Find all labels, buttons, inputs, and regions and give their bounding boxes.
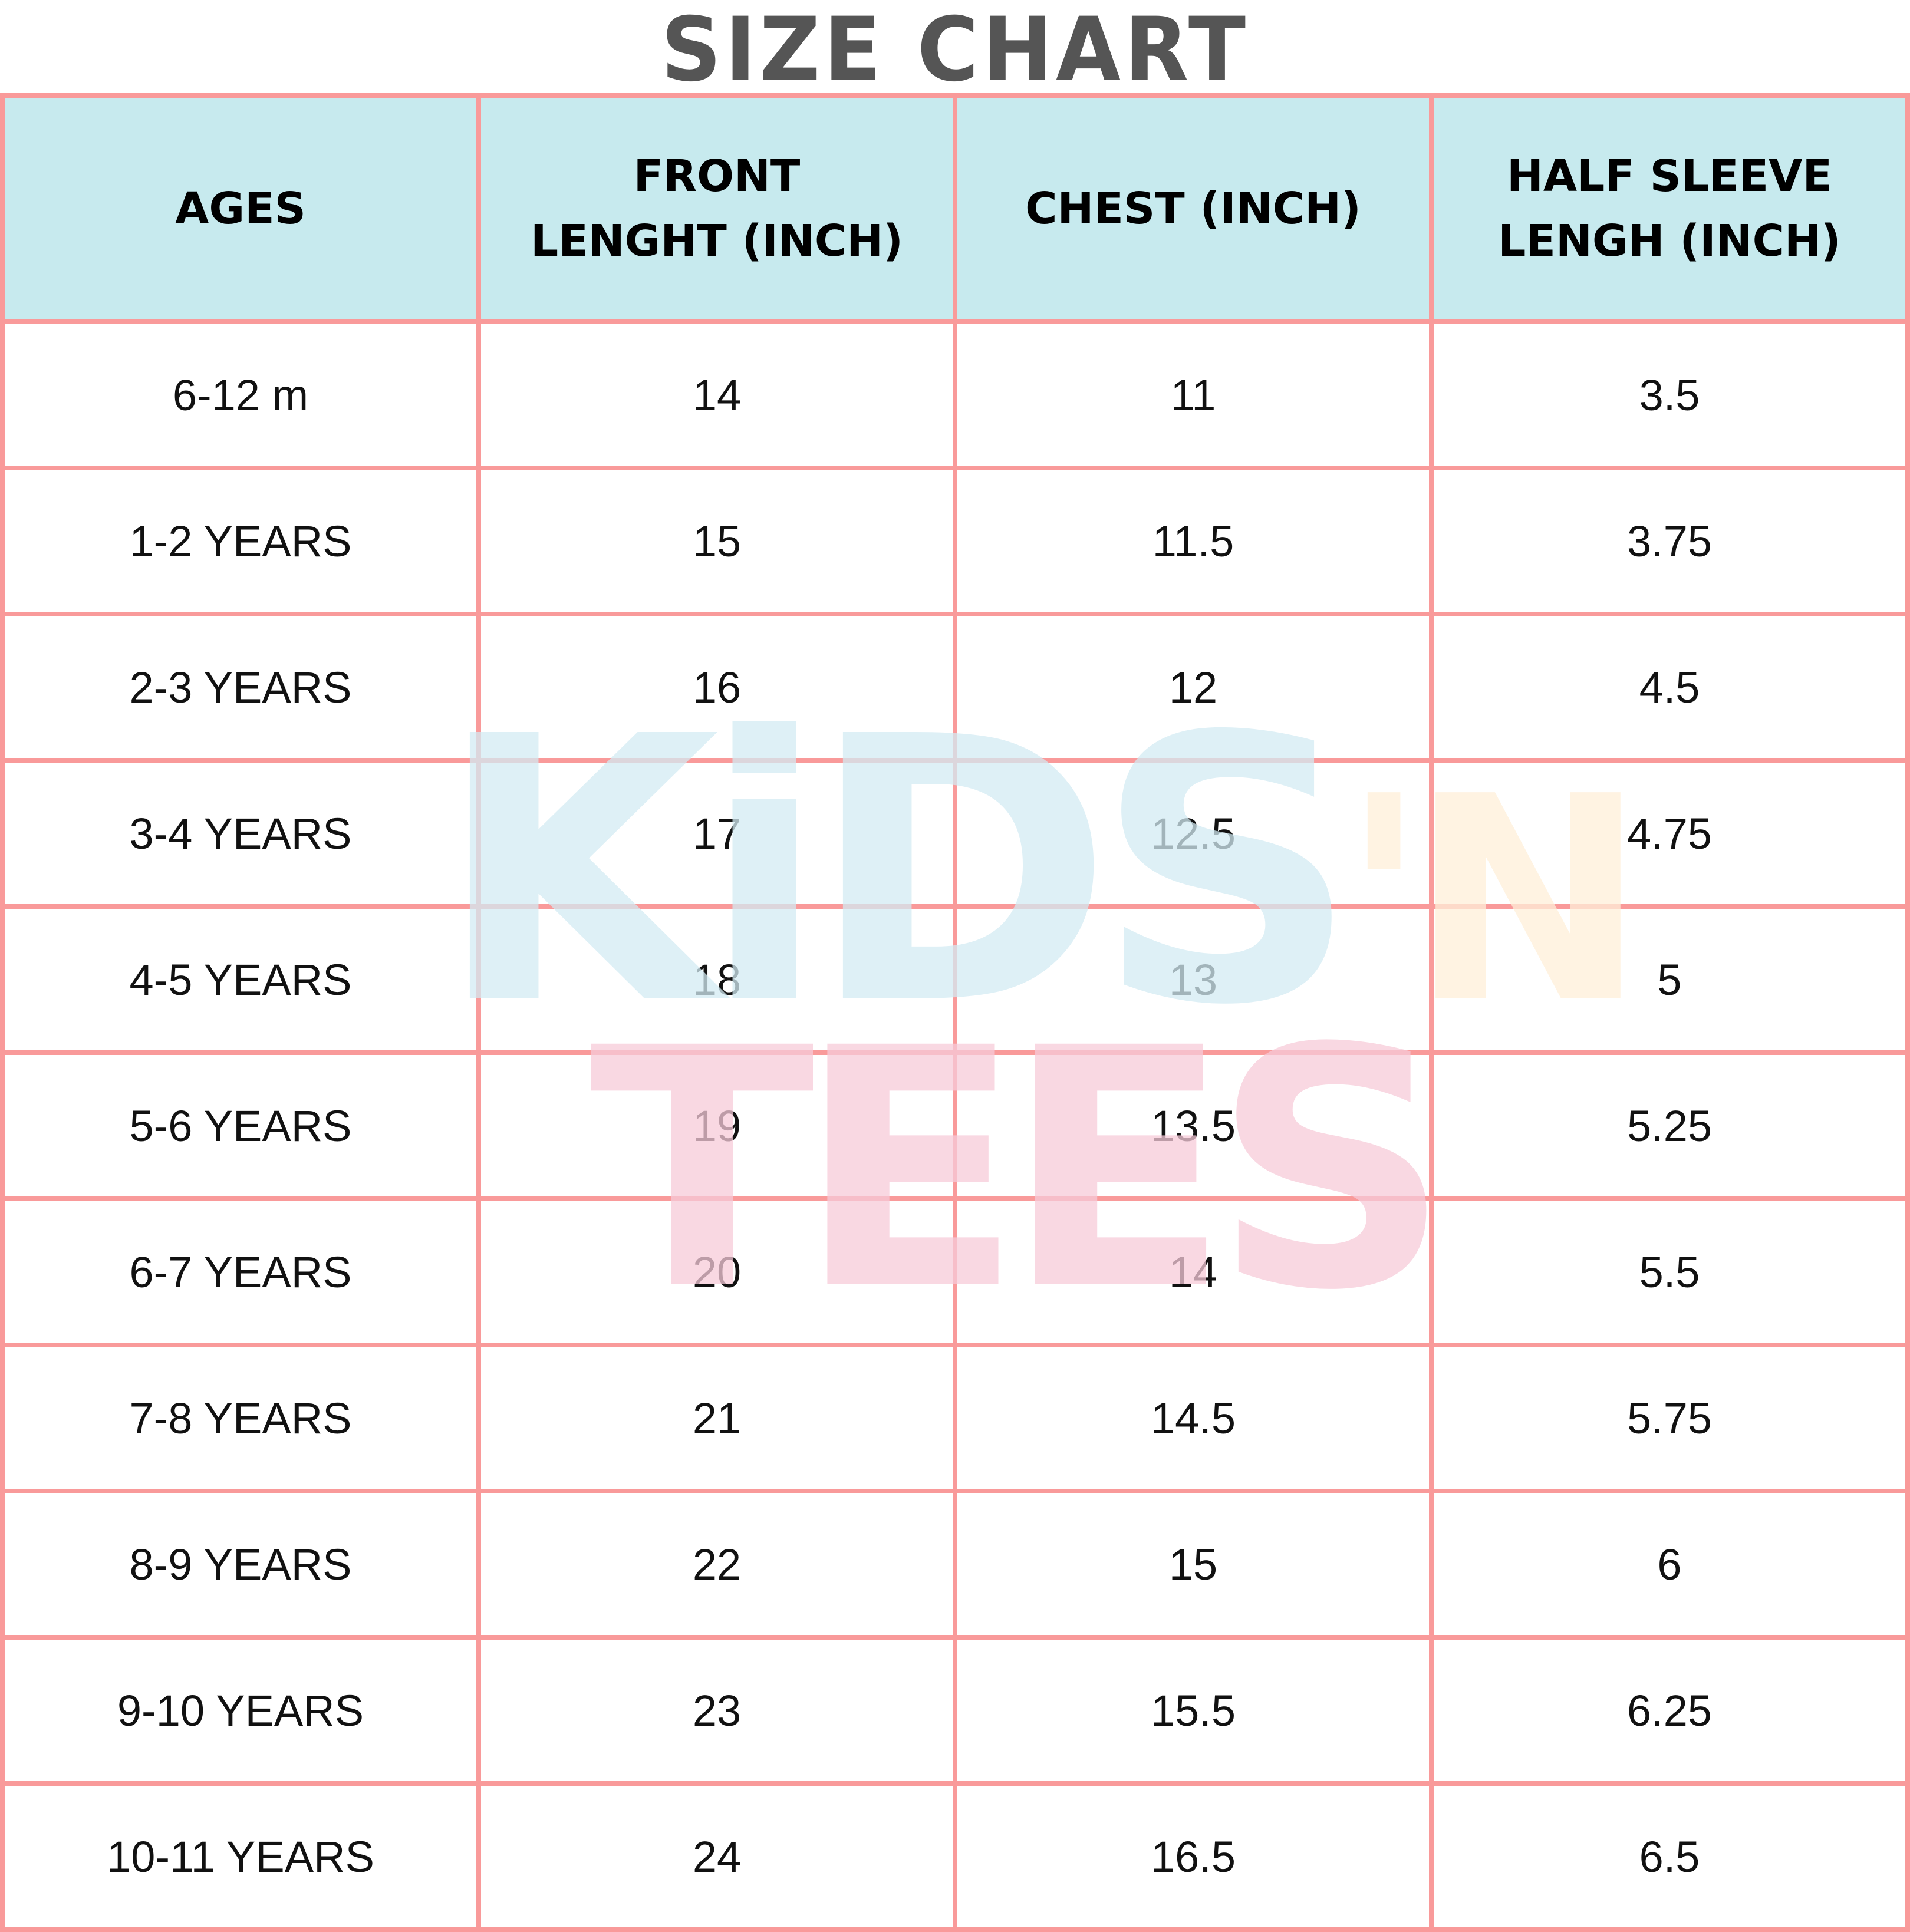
- front-length-cell: 20: [476, 1196, 957, 1347]
- front-length-cell: 24: [476, 1781, 957, 1932]
- table-row: 1-2 YEARS 15 11.5 3.75: [0, 466, 1910, 616]
- age-cell: 1-2 YEARS: [0, 466, 481, 616]
- table-row: 5-6 YEARS 19 13.5 5.25: [0, 1050, 1910, 1201]
- half-sleeve-cell: 3.75: [1429, 466, 1910, 616]
- half-sleeve-cell: 5.75: [1429, 1343, 1910, 1493]
- header-ages: AGES: [0, 93, 481, 324]
- chest-cell: 12.5: [953, 758, 1434, 909]
- table-row: 6-12 m 14 11 3.5: [0, 319, 1910, 470]
- header-front-length: FRONT LENGHT (INCH): [476, 93, 957, 324]
- header-row: AGES FRONT LENGHT (INCH) CHEST (INCH) HA…: [0, 93, 1910, 324]
- front-length-cell: 21: [476, 1343, 957, 1493]
- age-cell: 8-9 YEARS: [0, 1489, 481, 1640]
- front-length-cell: 16: [476, 612, 957, 763]
- front-length-cell: 17: [476, 758, 957, 909]
- front-length-cell: 15: [476, 466, 957, 616]
- age-cell: 9-10 YEARS: [0, 1635, 481, 1786]
- front-length-cell: 14: [476, 319, 957, 470]
- header-chest: CHEST (INCH): [953, 93, 1434, 324]
- table-row: 2-3 YEARS 16 12 4.5: [0, 612, 1910, 763]
- chest-cell: 12: [953, 612, 1434, 763]
- half-sleeve-cell: 6.25: [1429, 1635, 1910, 1786]
- age-cell: 3-4 YEARS: [0, 758, 481, 909]
- table-row: 9-10 YEARS 23 15.5 6.25: [0, 1635, 1910, 1786]
- age-cell: 7-8 YEARS: [0, 1343, 481, 1493]
- header-label: AGES: [175, 183, 306, 234]
- age-cell: 5-6 YEARS: [0, 1050, 481, 1201]
- header-label: FRONT LENGHT (INCH): [531, 151, 903, 266]
- half-sleeve-cell: 5: [1429, 904, 1910, 1055]
- chest-cell: 14.5: [953, 1343, 1434, 1493]
- table-row: 4-5 YEARS 18 13 5: [0, 904, 1910, 1055]
- half-sleeve-cell: 5.5: [1429, 1196, 1910, 1347]
- chest-cell: 11: [953, 319, 1434, 470]
- chest-cell: 15.5: [953, 1635, 1434, 1786]
- table-row: 6-7 YEARS 20 14 5.5: [0, 1196, 1910, 1347]
- chest-cell: 13.5: [953, 1050, 1434, 1201]
- chest-cell: 11.5: [953, 466, 1434, 616]
- front-length-cell: 22: [476, 1489, 957, 1640]
- front-length-cell: 18: [476, 904, 957, 1055]
- front-length-cell: 23: [476, 1635, 957, 1786]
- table-row: 3-4 YEARS 17 12.5 4.75: [0, 758, 1910, 909]
- header-half-sleeve-length: HALF SLEEVE LENGH (INCH): [1429, 93, 1910, 324]
- half-sleeve-cell: 6: [1429, 1489, 1910, 1640]
- age-cell: 6-7 YEARS: [0, 1196, 481, 1347]
- header-label: HALF SLEEVE LENGH (INCH): [1498, 151, 1841, 266]
- age-cell: 10-11 YEARS: [0, 1781, 481, 1932]
- size-chart-table: AGES FRONT LENGHT (INCH) CHEST (INCH) HA…: [0, 93, 1910, 1932]
- half-sleeve-cell: 4.75: [1429, 758, 1910, 909]
- header-label: CHEST (INCH): [1025, 183, 1361, 234]
- chest-cell: 15: [953, 1489, 1434, 1640]
- table-row: 8-9 YEARS 22 15 6: [0, 1489, 1910, 1640]
- age-cell: 4-5 YEARS: [0, 904, 481, 1055]
- table-row: 7-8 YEARS 21 14.5 5.75: [0, 1343, 1910, 1493]
- chest-cell: 14: [953, 1196, 1434, 1347]
- half-sleeve-cell: 6.5: [1429, 1781, 1910, 1932]
- chest-cell: 13: [953, 904, 1434, 1055]
- half-sleeve-cell: 3.5: [1429, 319, 1910, 470]
- chest-cell: 16.5: [953, 1781, 1434, 1932]
- age-cell: 6-12 m: [0, 319, 481, 470]
- page-title: SIZE CHART: [661, 0, 1249, 101]
- half-sleeve-cell: 4.5: [1429, 612, 1910, 763]
- age-cell: 2-3 YEARS: [0, 612, 481, 763]
- front-length-cell: 19: [476, 1050, 957, 1201]
- table-row: 10-11 YEARS 24 16.5 6.5: [0, 1781, 1910, 1932]
- half-sleeve-cell: 5.25: [1429, 1050, 1910, 1201]
